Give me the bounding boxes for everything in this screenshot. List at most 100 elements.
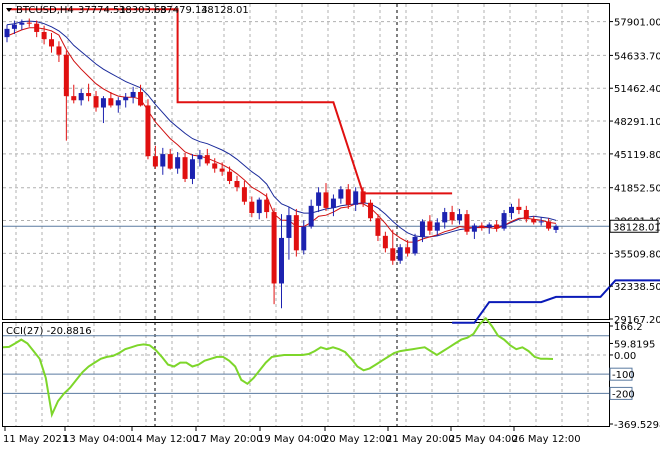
stop-line-blue [452,279,660,324]
candle [123,93,129,108]
price-tick-label: 51462.40 [614,84,660,95]
time-tick-label: 13 May 04:00 [63,434,132,445]
candle [382,231,388,253]
candle [531,216,537,225]
candle [553,224,559,233]
candle-body [56,46,62,55]
candle [353,187,359,212]
candle [130,86,136,104]
cci-tick-label: 59.8195 [614,339,655,350]
candle-body [4,28,10,38]
session-separators [154,4,398,426]
cci-tick-label: -369.5298 [614,420,660,431]
candle-body [108,98,114,106]
candle [471,223,477,239]
candle-body [523,209,529,220]
candle [152,145,158,169]
candles-layer [4,18,559,309]
time-tick-label: 14 May 12:00 [130,434,199,445]
cci-level-label: -100 [612,370,635,381]
cci-level-box [609,367,633,381]
candle [160,147,166,175]
candle-body [449,212,455,221]
candle-body [256,199,262,214]
candle-body [145,105,151,157]
candle [501,209,507,231]
candle [419,219,425,243]
candle [457,208,463,225]
candle [175,152,181,174]
candle-body [508,206,514,214]
candle [11,20,17,35]
candle-body [494,224,500,229]
candle [56,41,62,62]
candle-body [457,214,463,221]
cci-level-label: -200 [612,389,635,400]
cci-level-lines [3,335,609,394]
candle [464,209,470,235]
candle [264,193,270,219]
candle-body [368,202,374,219]
candle [293,208,299,257]
candle-body [212,163,218,169]
candle-body [167,154,173,169]
time-tick-label: 26 May 12:00 [512,434,581,445]
candle-body [442,212,448,223]
candle [86,83,92,102]
symbol-header: BTCUSD,H4 37774.51 38303.68 37479.14 381… [6,5,249,16]
candle-body [234,181,240,188]
candle-body [19,22,25,25]
candle-body [204,155,210,164]
candle-body [160,154,166,167]
candle-body [227,171,233,182]
candle-body [34,23,40,32]
time-tick-label: 20 May 12:00 [323,434,392,445]
candle-body [516,206,522,210]
candle-body [264,199,270,213]
candle [19,19,25,30]
candle [41,25,47,45]
candle [412,233,418,256]
candle-body [286,215,292,238]
candle [197,149,203,167]
candle-body [412,236,418,254]
candle-body [115,100,121,106]
candle [345,184,351,209]
candle-body [553,226,559,230]
candle-body [293,215,299,251]
candle-body [397,247,403,261]
candle-body [130,91,136,98]
candle [279,214,284,309]
cci-layer [2,316,554,419]
candle-body [471,225,477,232]
candle [360,187,366,207]
candle-body [419,221,425,237]
candle-body [323,192,329,208]
candle [138,84,144,107]
cci-tick-label: 166.2 [614,322,643,333]
candle [323,183,329,212]
current-price-label: 38128.01 [613,222,660,233]
candle [538,217,544,226]
dropdown-triangle-icon[interactable] [6,8,12,12]
price-tick-label: 45119.80 [614,150,660,161]
candle [145,99,151,160]
candle-body [464,214,470,232]
candle [523,205,529,223]
time-tick-label: 17 May 20:00 [194,434,263,445]
stop-line-red [7,8,453,195]
price-panel-frame [2,3,610,320]
candle [338,186,344,204]
price-tick-label: 29167.20 [614,315,660,326]
candle [249,196,255,218]
ohlc-high: 38303.68 [119,5,167,16]
candle-body [427,221,433,231]
candle-body [271,212,277,284]
candle [390,229,396,265]
candle [115,97,121,113]
candle [219,162,225,176]
price-grid [3,4,609,319]
ohlc-open: 37774.51 [78,5,126,16]
